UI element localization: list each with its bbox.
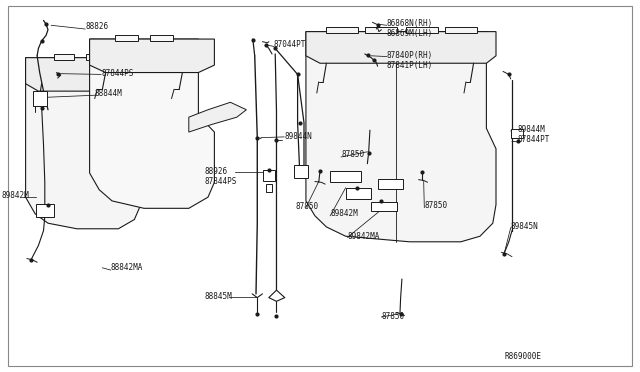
Text: 88845M: 88845M xyxy=(205,292,232,301)
Text: 89842M: 89842M xyxy=(1,191,29,200)
Text: 87044PT: 87044PT xyxy=(274,40,307,49)
Bar xyxy=(266,184,272,192)
Polygon shape xyxy=(365,27,397,33)
Text: 89842MA: 89842MA xyxy=(348,232,380,241)
Text: 89842M: 89842M xyxy=(330,209,358,218)
Text: 87844PS: 87844PS xyxy=(101,69,134,78)
Polygon shape xyxy=(306,32,496,63)
Polygon shape xyxy=(26,58,141,91)
Bar xyxy=(346,188,371,199)
Text: R869000E: R869000E xyxy=(504,352,541,361)
Bar xyxy=(263,170,275,181)
Text: 89844M: 89844M xyxy=(517,125,545,134)
Polygon shape xyxy=(326,27,358,33)
Polygon shape xyxy=(86,54,106,60)
Polygon shape xyxy=(406,27,438,33)
Text: 88842MA: 88842MA xyxy=(111,263,143,272)
Polygon shape xyxy=(118,119,173,149)
Text: 87850: 87850 xyxy=(381,312,404,321)
Polygon shape xyxy=(26,58,141,229)
Polygon shape xyxy=(115,35,138,41)
Bar xyxy=(33,91,47,106)
Text: 86868N(RH): 86868N(RH) xyxy=(387,19,433,28)
Text: 88826: 88826 xyxy=(85,22,108,31)
Polygon shape xyxy=(445,27,477,33)
Text: 86869M(LH): 86869M(LH) xyxy=(387,29,433,38)
Bar xyxy=(371,202,397,211)
Text: 87850: 87850 xyxy=(296,202,319,211)
Polygon shape xyxy=(90,39,214,73)
Text: 87850: 87850 xyxy=(424,201,447,210)
Bar xyxy=(330,171,361,182)
Polygon shape xyxy=(90,39,214,208)
Bar xyxy=(36,203,54,217)
Text: 87844PT: 87844PT xyxy=(517,135,550,144)
Text: 89844N: 89844N xyxy=(284,132,312,141)
Polygon shape xyxy=(189,102,246,132)
Bar xyxy=(511,129,523,138)
Polygon shape xyxy=(306,32,496,242)
Bar xyxy=(378,179,403,189)
Polygon shape xyxy=(150,35,173,41)
Text: 87850: 87850 xyxy=(341,150,364,159)
Text: 88844M: 88844M xyxy=(95,89,122,98)
Bar xyxy=(294,164,308,177)
Text: 87841P(LH): 87841P(LH) xyxy=(387,61,433,70)
Polygon shape xyxy=(54,54,74,60)
Text: 87840P(RH): 87840P(RH) xyxy=(387,51,433,60)
Text: 88926: 88926 xyxy=(205,167,228,176)
Text: 87844PS: 87844PS xyxy=(205,177,237,186)
Text: 89845N: 89845N xyxy=(511,222,538,231)
